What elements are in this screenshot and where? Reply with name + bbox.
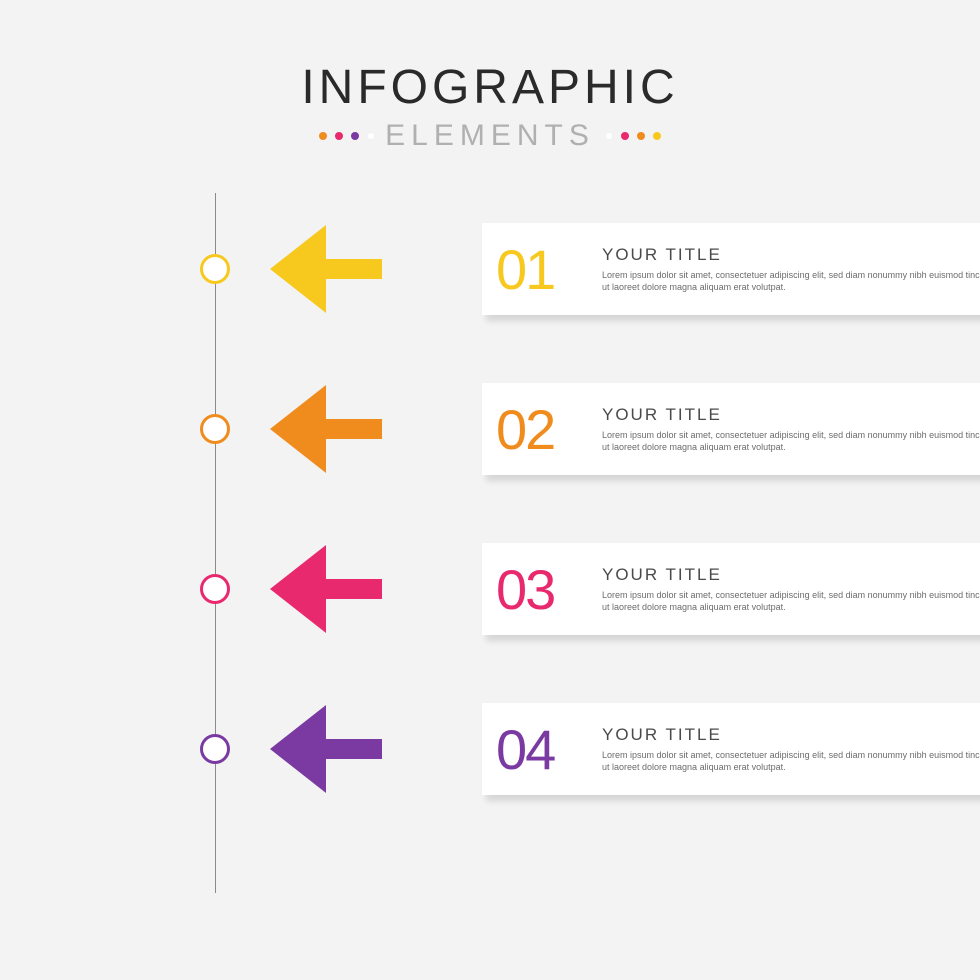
item-description: Lorem ipsum dolor sit amet, consectetuer… [602,749,980,773]
subtitle-row: ELEMENTS [0,119,980,153]
info-card: 02 YOUR TITLE Lorem ipsum dolor sit amet, … [482,383,980,475]
subtitle-text: ELEMENTS [385,119,595,153]
item-content: YOUR TITLE Lorem ipsum dolor sit amet, co… [592,405,980,453]
info-card: 01 YOUR TITLE Lorem ipsum dolor sit amet, … [482,223,980,315]
timeline-item: 03 YOUR TITLE Lorem ipsum dolor sit amet, … [200,543,980,635]
item-title: YOUR TITLE [602,725,980,745]
arrow-group [270,223,376,315]
timeline-node [200,414,230,444]
item-number: 04 [496,717,592,782]
item-description: Lorem ipsum dolor sit amet, consectetuer… [602,269,980,293]
arrow-bar [322,259,382,279]
item-content: YOUR TITLE Lorem ipsum dolor sit amet, co… [592,725,980,773]
arrow-group [270,703,376,795]
title-row: INFOGRAPHIC [0,60,980,115]
arrow-bar [322,579,382,599]
timeline-item: 01 YOUR TITLE Lorem ipsum dolor sit amet, … [200,223,980,315]
decorative-dot [319,132,327,140]
arrow-group [270,383,376,475]
info-card: 04 YOUR TITLE Lorem ipsum dolor sit amet, … [482,703,980,795]
arrow-left-icon [270,225,326,313]
item-description: Lorem ipsum dolor sit amet, consectetuer… [602,429,980,453]
decorative-dot [637,132,645,140]
decorative-dot [351,132,359,140]
arrow-left-icon [270,385,326,473]
item-number: 01 [496,237,592,302]
item-title: YOUR TITLE [602,405,980,425]
arrow-bar [322,419,382,439]
decorative-dot [653,132,661,140]
decorative-dot [335,132,343,140]
arrow-group [270,543,376,635]
title-main: INFOGRAPHIC [301,60,678,115]
item-content: YOUR TITLE Lorem ipsum dolor sit amet, co… [592,245,980,293]
dots-left [319,132,375,140]
arrow-left-icon [270,545,326,633]
decorative-dot [621,132,629,140]
item-title: YOUR TITLE [602,565,980,585]
timeline-node [200,254,230,284]
timeline-item: 04 YOUR TITLE Lorem ipsum dolor sit amet, … [200,703,980,795]
arrow-bar [322,739,382,759]
item-number: 03 [496,557,592,622]
item-description: Lorem ipsum dolor sit amet, consectetuer… [602,589,980,613]
item-title: YOUR TITLE [602,245,980,265]
item-content: YOUR TITLE Lorem ipsum dolor sit amet, co… [592,565,980,613]
arrow-left-icon [270,705,326,793]
timeline-item: 02 YOUR TITLE Lorem ipsum dolor sit amet, … [200,383,980,475]
info-card: 03 YOUR TITLE Lorem ipsum dolor sit amet, … [482,543,980,635]
decorative-dot [367,132,375,140]
timeline-node [200,574,230,604]
decorative-dot [605,132,613,140]
timeline-node [200,734,230,764]
dots-right [605,132,661,140]
item-number: 02 [496,397,592,462]
header: INFOGRAPHIC ELEMENTS [0,0,980,153]
timeline: 01 YOUR TITLE Lorem ipsum dolor sit amet, … [200,223,980,923]
